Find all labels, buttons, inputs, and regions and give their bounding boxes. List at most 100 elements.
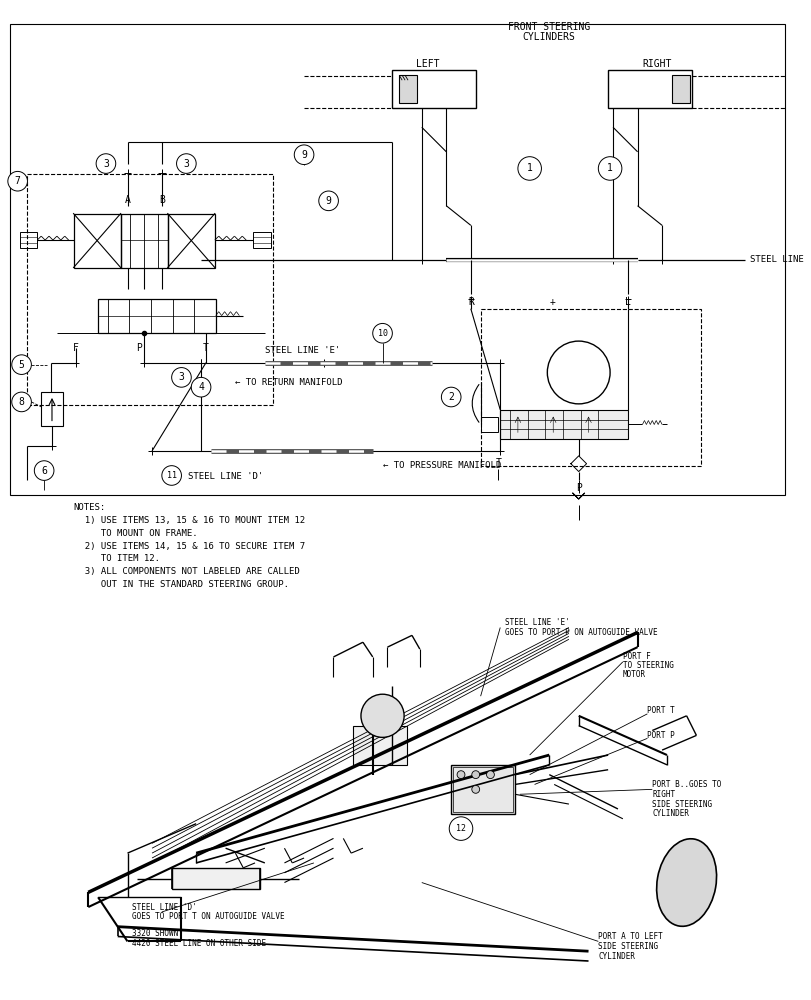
Text: TO STEERING: TO STEERING	[622, 661, 673, 670]
Text: RIGHT: RIGHT	[642, 59, 671, 69]
Circle shape	[457, 771, 465, 779]
Text: SIDE STEERING: SIDE STEERING	[651, 800, 711, 809]
Text: T: T	[203, 343, 208, 353]
Bar	[41, 392, 62, 426]
Bar	[19, 232, 37, 248]
Text: ← TO RETURN MANIFOLD: ← TO RETURN MANIFOLD	[235, 378, 342, 387]
Bar	[98, 299, 216, 333]
Text: 3: 3	[178, 372, 184, 382]
Text: CYLINDERS: CYLINDERS	[522, 32, 575, 42]
Circle shape	[441, 387, 461, 407]
Text: ← TO PRESSURE MANIFOLD: ← TO PRESSURE MANIFOLD	[382, 461, 500, 470]
Text: 2: 2	[448, 392, 453, 402]
Bar	[168, 214, 215, 268]
Text: F: F	[72, 343, 79, 353]
Text: P: P	[575, 483, 581, 493]
Text: PORT P: PORT P	[646, 731, 674, 740]
Bar	[171, 868, 260, 889]
Bar	[253, 232, 270, 248]
Circle shape	[372, 323, 392, 343]
Text: 1: 1	[607, 163, 612, 173]
Bar	[671, 75, 689, 103]
Circle shape	[8, 171, 28, 191]
Bar	[392, 70, 475, 108]
Text: GOES TO PORT P ON AUTOGUIDE VALVE: GOES TO PORT P ON AUTOGUIDE VALVE	[504, 628, 657, 637]
Circle shape	[11, 355, 32, 374]
Bar	[10, 24, 783, 495]
Text: CYLINDER: CYLINDER	[651, 809, 689, 818]
Text: 8: 8	[19, 397, 24, 407]
Text: 1: 1	[526, 163, 532, 173]
Text: STEEL LINE: STEEL LINE	[749, 255, 803, 264]
Text: A: A	[124, 195, 131, 205]
Text: 12: 12	[456, 824, 466, 833]
Text: 1) USE ITEMS 13, 15 & 16 TO MOUNT ITEM 12: 1) USE ITEMS 13, 15 & 16 TO MOUNT ITEM 1…	[74, 516, 304, 525]
Circle shape	[547, 341, 609, 404]
Text: NOTES:: NOTES:	[74, 503, 105, 512]
Text: 10: 10	[377, 329, 387, 338]
Bar	[480, 309, 701, 466]
Text: PORT T: PORT T	[646, 706, 674, 715]
Bar	[399, 75, 416, 103]
Text: SIDE STEERING: SIDE STEERING	[598, 942, 658, 951]
Circle shape	[471, 771, 479, 779]
Bar	[451, 765, 514, 814]
Circle shape	[191, 377, 211, 397]
Text: PORT F: PORT F	[622, 652, 650, 661]
Text: PORT B..GOES TO: PORT B..GOES TO	[651, 780, 721, 789]
Circle shape	[96, 154, 116, 173]
Text: 3320 SHOWN: 3320 SHOWN	[132, 929, 178, 938]
Text: STEEL LINE 'D': STEEL LINE 'D'	[188, 472, 264, 481]
Text: 3: 3	[103, 159, 109, 169]
Circle shape	[486, 771, 494, 779]
Circle shape	[471, 785, 479, 793]
Text: T: T	[495, 458, 500, 468]
Text: MOTOR: MOTOR	[622, 670, 646, 679]
Bar	[480, 417, 498, 432]
Text: 4420 STEEL LINE ON OTHER SIDE: 4420 STEEL LINE ON OTHER SIDE	[132, 939, 266, 948]
Circle shape	[448, 817, 472, 840]
Circle shape	[11, 392, 32, 412]
Text: FRONT STEERING: FRONT STEERING	[508, 22, 590, 32]
Text: +: +	[548, 297, 555, 307]
Circle shape	[517, 157, 541, 180]
Text: 3: 3	[183, 159, 189, 169]
Text: L: L	[624, 297, 630, 307]
Bar	[453, 767, 513, 812]
Circle shape	[176, 154, 196, 173]
Text: RIGHT: RIGHT	[651, 790, 675, 799]
Text: R: R	[467, 297, 473, 307]
Bar	[74, 214, 121, 268]
Circle shape	[361, 694, 404, 737]
Text: 3) ALL COMPONENTS NOT LABELED ARE CALLED: 3) ALL COMPONENTS NOT LABELED ARE CALLED	[74, 567, 299, 576]
Text: PORT A TO LEFT: PORT A TO LEFT	[598, 932, 663, 941]
Text: B: B	[159, 195, 165, 205]
Bar	[28, 174, 272, 405]
Circle shape	[294, 145, 314, 165]
Circle shape	[598, 157, 621, 180]
Circle shape	[171, 368, 191, 387]
Text: TO MOUNT ON FRAME.: TO MOUNT ON FRAME.	[74, 529, 197, 538]
Ellipse shape	[656, 839, 715, 926]
Text: 5: 5	[19, 360, 24, 370]
Text: 7: 7	[15, 176, 20, 186]
Text: 11: 11	[166, 471, 177, 480]
Text: 4: 4	[198, 382, 204, 392]
Text: P: P	[136, 343, 142, 353]
Bar	[500, 410, 627, 439]
Circle shape	[319, 191, 338, 211]
Circle shape	[161, 466, 181, 485]
Text: 6: 6	[41, 466, 47, 476]
Text: 9: 9	[301, 150, 307, 160]
Text: 2) USE ITEMS 14, 15 & 16 TO SECURE ITEM 7: 2) USE ITEMS 14, 15 & 16 TO SECURE ITEM …	[74, 542, 304, 551]
Bar	[353, 726, 406, 765]
Text: STEEL LINE 'E': STEEL LINE 'E'	[264, 346, 340, 355]
Text: 9: 9	[325, 196, 331, 206]
Text: STEEL LINE 'E': STEEL LINE 'E'	[504, 618, 569, 627]
Text: TO ITEM 12.: TO ITEM 12.	[74, 554, 160, 563]
Circle shape	[34, 461, 54, 480]
Text: STEEL LINE 'D': STEEL LINE 'D'	[132, 903, 197, 912]
Bar	[121, 214, 168, 268]
Text: OUT IN THE STANDARD STEERING GROUP.: OUT IN THE STANDARD STEERING GROUP.	[74, 580, 288, 589]
Text: CYLINDER: CYLINDER	[598, 952, 634, 961]
